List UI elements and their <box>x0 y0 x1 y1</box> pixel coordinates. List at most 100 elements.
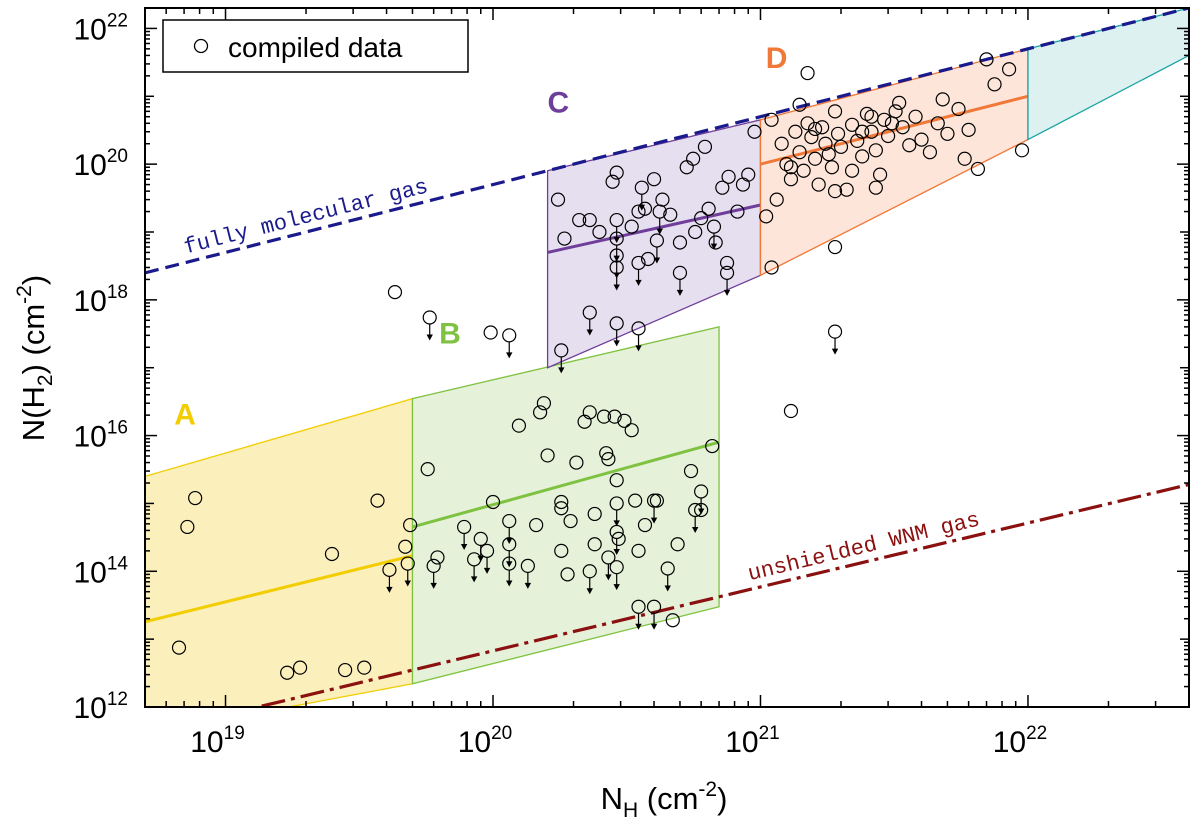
data-point <box>609 473 624 488</box>
data-point <box>914 132 929 147</box>
data-point <box>683 463 699 479</box>
data-point <box>844 163 860 178</box>
data-point <box>807 151 823 166</box>
upper-limit-marker <box>827 324 843 339</box>
data-point <box>587 537 602 552</box>
region-label-d: D <box>766 42 788 75</box>
fully-molecular-label: fully molecular gas <box>181 174 430 260</box>
upper-limit-point <box>400 556 415 587</box>
region-d-fit-line <box>760 94 1029 166</box>
data-point <box>783 160 799 175</box>
data-point <box>550 192 566 207</box>
upper-limit-arrow-head <box>586 329 593 336</box>
upper-limit-arrow-head <box>723 289 731 296</box>
data-point <box>792 145 807 160</box>
legend-marker <box>193 38 209 54</box>
upper-limit-point <box>582 305 597 336</box>
data-point <box>800 65 815 81</box>
data-point <box>569 455 584 470</box>
data-point <box>970 161 986 177</box>
data-point <box>601 452 616 467</box>
data-point <box>670 537 685 552</box>
data-point <box>649 493 665 508</box>
data-point <box>821 147 836 162</box>
data-point <box>957 151 972 166</box>
data-point <box>540 448 555 463</box>
data-point <box>1014 143 1030 158</box>
data-point <box>180 519 195 535</box>
upper-limit-point <box>652 204 667 235</box>
data-point <box>572 212 587 228</box>
region-label-c: C <box>547 87 569 120</box>
upper-limit-arrow-head <box>664 585 671 592</box>
upper-limit-arrow-head <box>613 340 620 347</box>
data-point <box>855 149 870 164</box>
upper-limit-point <box>582 564 597 595</box>
data-point <box>747 124 762 139</box>
data-point <box>688 224 703 240</box>
data-point <box>1001 62 1017 77</box>
data-point <box>188 490 203 506</box>
data-point <box>665 613 680 628</box>
reference-lines-layer <box>145 8 1189 707</box>
upper-limit-arrow-head <box>650 623 658 630</box>
data-point <box>818 136 833 151</box>
upper-limit-point <box>382 562 397 593</box>
data-point <box>624 423 639 438</box>
data-point <box>859 106 875 122</box>
data-point <box>940 126 955 141</box>
data-point <box>833 139 849 154</box>
data-point <box>324 546 340 562</box>
upper-limit-point <box>609 524 624 555</box>
data-point <box>292 660 308 675</box>
upper-limit-point <box>634 180 649 211</box>
x-tick-label: 1019 <box>190 723 245 759</box>
upper-limit-arrow-head <box>506 580 513 587</box>
upper-limit-arrow-head <box>613 237 620 244</box>
upper-limit-arrow-head <box>613 255 620 262</box>
y-tick-label: 1014 <box>73 553 128 589</box>
legend-label: compiled data <box>228 32 403 63</box>
upper-limit-arrow-head <box>635 279 642 286</box>
data-point <box>807 121 823 137</box>
upper-limit-point <box>649 233 665 264</box>
upper-limit-arrow-head <box>710 243 718 250</box>
upper-limit-point <box>502 328 517 359</box>
points-layer <box>171 52 1030 680</box>
data-point <box>694 211 709 226</box>
upper-limit-point <box>719 265 735 296</box>
data-point <box>872 167 888 182</box>
data-point <box>864 109 879 124</box>
upper-limit-arrow-head <box>613 284 620 291</box>
data-point <box>370 493 385 508</box>
upper-limit-arrow-head <box>586 588 593 595</box>
data-point <box>935 92 950 107</box>
upper-limit-arrow-head <box>613 548 620 555</box>
data-point <box>868 180 883 195</box>
data-point <box>403 517 418 533</box>
upper-limit-arrow-head <box>605 574 612 581</box>
data-point <box>560 567 575 582</box>
data-point <box>951 101 966 117</box>
data-point <box>672 235 688 250</box>
data-point <box>430 550 445 565</box>
upper-limit-arrow-head <box>613 584 620 591</box>
y-axis-label: N(H2) (cm-2) <box>13 275 57 441</box>
data-point <box>483 325 498 340</box>
data-point <box>536 396 552 411</box>
upper-limit-point <box>502 556 517 587</box>
fully-molecular-line <box>145 8 1189 275</box>
data-point <box>987 77 1002 92</box>
upper-limit-arrow-head <box>404 580 411 587</box>
data-point <box>783 403 799 419</box>
upper-limit-point <box>520 558 535 589</box>
data-point <box>338 662 353 678</box>
data-point <box>741 167 756 182</box>
plot-frame <box>144 7 1190 708</box>
upper-limit-arrow-head <box>656 228 663 235</box>
data-point <box>824 160 840 175</box>
data-point <box>895 120 910 135</box>
data-point <box>646 172 662 187</box>
data-point <box>922 145 938 160</box>
upper-limit-arrow-head <box>638 204 645 211</box>
